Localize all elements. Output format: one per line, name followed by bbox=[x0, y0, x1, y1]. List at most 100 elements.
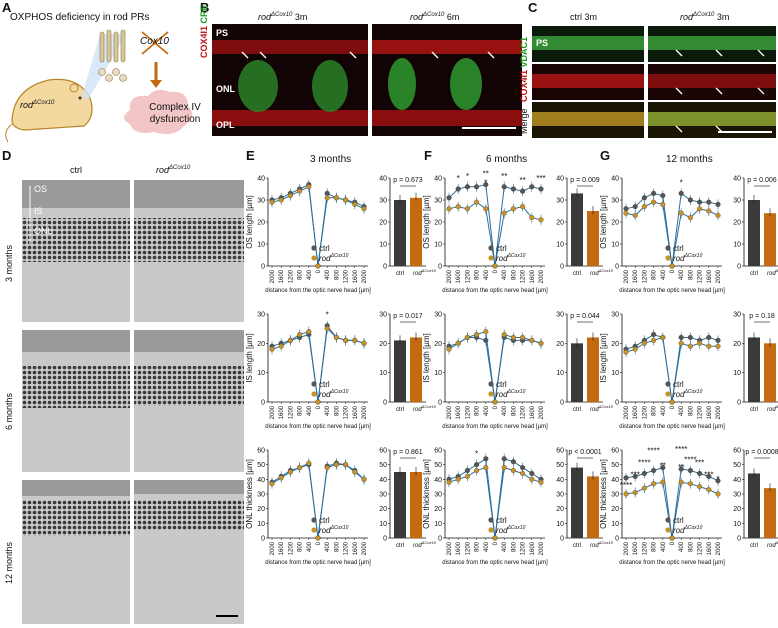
data-point-mut bbox=[287, 337, 293, 343]
data-point-mut bbox=[464, 206, 470, 212]
bar-mut bbox=[410, 197, 422, 266]
data-point-ctrl bbox=[687, 334, 693, 341]
data-point-mut bbox=[687, 215, 693, 221]
y-tick-label: 10 bbox=[434, 370, 442, 377]
x-tick-label: 0 bbox=[493, 405, 499, 409]
y-tick-label: 60 bbox=[434, 448, 442, 455]
data-point-mut bbox=[474, 467, 480, 474]
data-point-mut bbox=[352, 201, 358, 207]
data-point-mut bbox=[306, 329, 312, 335]
panel-b-col1-text: rod bbox=[258, 12, 272, 22]
x-axis-label: distance from the optic nerve head [µm] bbox=[442, 560, 548, 566]
legend-mut-sup: ΔCox10 bbox=[507, 525, 526, 531]
x-tick-label: 1600 bbox=[456, 541, 462, 555]
x-tick-label: 800 bbox=[511, 541, 517, 552]
x-tick-label: 800 bbox=[511, 269, 517, 280]
significance-star: ** bbox=[483, 170, 489, 179]
panel-b-col2-sup: ΔCox10 bbox=[423, 12, 445, 18]
significance-star: *** bbox=[631, 470, 640, 479]
data-point-mut bbox=[455, 340, 461, 346]
legend-ctrl-label: ctrl bbox=[319, 244, 330, 253]
data-point-ctrl bbox=[706, 473, 712, 479]
data-point-ctrl bbox=[651, 190, 657, 196]
data-point-mut bbox=[651, 481, 657, 487]
p-value: p = 0.017 bbox=[393, 313, 422, 320]
x-tick-label: 800 bbox=[298, 269, 304, 280]
x-tick-label: 1600 bbox=[279, 541, 285, 555]
series-line-mut bbox=[271, 462, 365, 539]
p-value: p = 0.673 bbox=[393, 177, 422, 184]
x-tick-label: 2000 bbox=[716, 269, 722, 283]
data-point-mut bbox=[446, 479, 452, 485]
bar-y-tick-label: 10 bbox=[733, 521, 741, 528]
y-tick-label: 10 bbox=[434, 521, 442, 528]
mouse-label: rodΔCox10 bbox=[20, 100, 54, 110]
data-point-mut bbox=[538, 340, 544, 346]
bar-y-tick-label: 60 bbox=[733, 448, 741, 455]
bar-mut bbox=[587, 476, 599, 538]
data-point-mut bbox=[632, 346, 638, 352]
legend-mut-sup: ΔCox10 bbox=[330, 525, 349, 531]
data-point-mut bbox=[278, 343, 284, 349]
mouse-ear bbox=[69, 83, 79, 93]
y-tick-label: 30 bbox=[611, 198, 619, 205]
layer-onl-d: ONL bbox=[34, 226, 53, 236]
data-point-mut bbox=[529, 476, 535, 482]
series-line-mut bbox=[625, 481, 719, 539]
legend-mut-sup: ΔCox10 bbox=[330, 253, 349, 259]
legend-mut-marker bbox=[311, 527, 317, 533]
p-value: p = 0.044 bbox=[570, 313, 599, 320]
significance-star: **** bbox=[620, 481, 632, 490]
x-tick-label: 2000 bbox=[624, 269, 630, 283]
y-tick-label: 30 bbox=[611, 312, 619, 319]
bar-ctrl bbox=[394, 472, 406, 538]
data-point-mut bbox=[455, 476, 461, 482]
x-tick-label: 1200 bbox=[642, 405, 648, 419]
data-point-mut bbox=[278, 197, 284, 203]
series-line-ctrl bbox=[271, 183, 365, 267]
series-line-ctrl bbox=[625, 192, 719, 267]
data-point-mut bbox=[446, 346, 452, 352]
x-tick-label: 2000 bbox=[624, 405, 630, 419]
y-axis-label: IS length [µm] bbox=[422, 333, 431, 383]
data-point-mut bbox=[315, 535, 321, 541]
data-point-mut bbox=[641, 204, 647, 210]
opl-band-left bbox=[212, 110, 368, 126]
data-point-mut bbox=[474, 199, 480, 205]
x-tick-label: 400 bbox=[484, 405, 490, 416]
y-axis-label: ONL thickness [µm] bbox=[599, 459, 608, 529]
bar-y-tick-label: 10 bbox=[556, 242, 564, 249]
x-tick-label: 800 bbox=[688, 541, 694, 552]
data-point-mut bbox=[287, 469, 293, 475]
data-point-ctrl bbox=[687, 197, 693, 203]
legend-ctrl-marker bbox=[665, 245, 671, 251]
data-point-mut bbox=[278, 475, 284, 481]
x-tick-label: 400 bbox=[679, 269, 685, 280]
x-tick-label: 400 bbox=[307, 405, 313, 416]
data-point-mut bbox=[510, 206, 516, 212]
data-point-ctrl bbox=[455, 186, 461, 192]
bar-y-tick-label: 30 bbox=[733, 198, 741, 205]
legend-ctrl-label: ctrl bbox=[673, 380, 684, 389]
x-tick-label: 1200 bbox=[288, 405, 294, 419]
data-point-mut bbox=[641, 340, 647, 346]
data-point-mut bbox=[315, 263, 321, 269]
p-value: p = 0.006 bbox=[747, 177, 776, 184]
x-tick-label: 1200 bbox=[288, 541, 294, 555]
bar-label-mut-sup: ΔCox10 bbox=[775, 404, 778, 409]
bar-ctrl bbox=[571, 193, 583, 266]
data-point-mut bbox=[464, 334, 470, 341]
legend-mut-marker bbox=[488, 255, 494, 261]
y-tick-label: 20 bbox=[434, 220, 442, 227]
x-tick-label: 2000 bbox=[447, 269, 453, 283]
ps-band-left bbox=[212, 40, 368, 54]
y-tick-label: 60 bbox=[257, 448, 265, 455]
data-point-mut bbox=[715, 343, 721, 349]
significance-star: *** bbox=[695, 458, 704, 467]
data-point-ctrl bbox=[697, 470, 703, 477]
panel-b-col2: rodΔCox10 6m bbox=[410, 12, 459, 22]
bar-label-ctrl: ctrl bbox=[573, 543, 581, 549]
legend-mut-marker bbox=[311, 391, 317, 397]
